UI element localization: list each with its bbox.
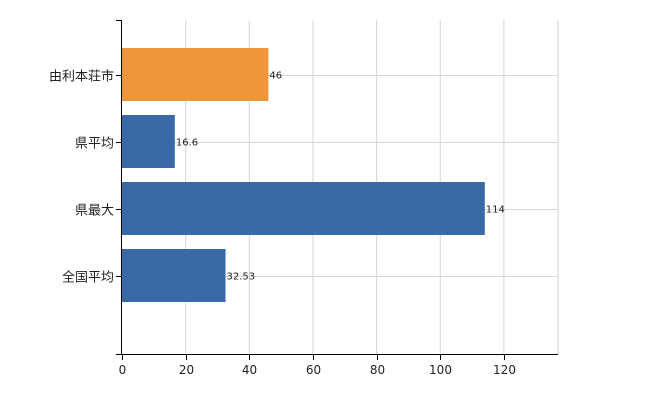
y-tick-label-3: 全国平均 [62, 270, 114, 286]
bar-3 [122, 249, 226, 302]
axes [116, 20, 558, 360]
x-tick-label-2: 40 [242, 363, 257, 377]
bar-0 [122, 48, 269, 101]
x-tick-label-4: 80 [370, 363, 385, 377]
y-tick-label-0: 由利本荘市 [49, 69, 114, 85]
bar-2 [122, 182, 485, 235]
bar-value-label-3: 32.53 [227, 272, 256, 283]
x-tick-label-1: 20 [179, 363, 194, 377]
y-tick-label-2: 県最大 [75, 204, 114, 219]
x-tick-label-6: 120 [493, 363, 516, 377]
x-tick-label-0: 0 [119, 363, 127, 377]
bar-value-label-2: 114 [486, 205, 505, 216]
bar-1 [122, 115, 175, 168]
bar-value-label-0: 46 [269, 71, 282, 82]
bar-value-label-1: 16.6 [176, 138, 198, 149]
x-tick-label-3: 60 [306, 363, 321, 377]
x-tick-label-5: 100 [429, 363, 452, 377]
bars [122, 48, 485, 302]
y-tick-label-1: 県平均 [75, 137, 114, 152]
